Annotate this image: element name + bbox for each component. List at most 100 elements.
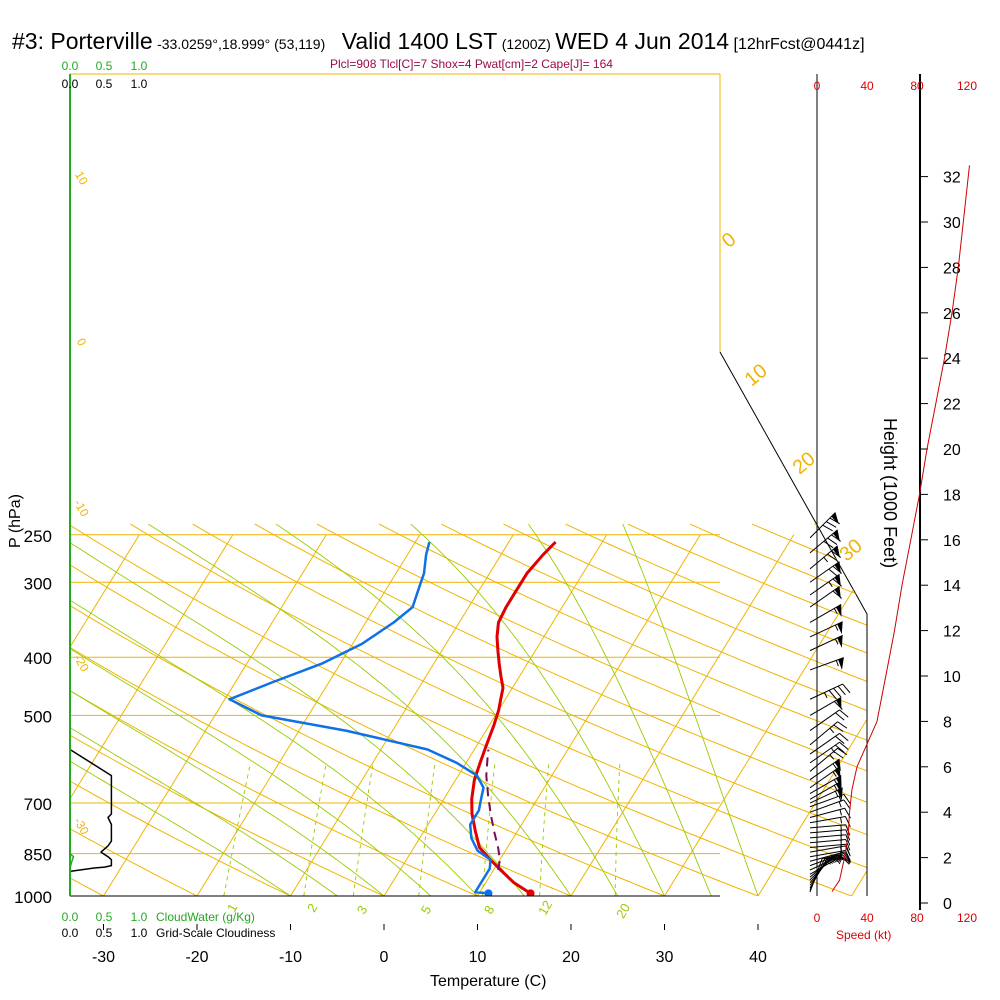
height-tick-6: 6: [943, 760, 952, 777]
wind-barb: [809, 696, 843, 716]
wind-barb-feather: [822, 524, 833, 532]
wind-barb-shaft: [809, 849, 846, 858]
wind-barb-half-feather: [838, 801, 842, 808]
pressure-tick-400: 400: [24, 649, 52, 668]
wind-barb-half-feather: [840, 817, 843, 824]
wind-barb-shaft: [809, 747, 838, 772]
wind-barb-feather: [831, 534, 842, 542]
wind-barb-half-feather: [834, 638, 839, 645]
x-tick--10: -10: [279, 949, 302, 966]
wind-barb-shaft: [809, 758, 840, 781]
cloud-water-tick-bottom-2: 1.0: [131, 910, 148, 924]
dry-adiabat-180: [877, 524, 1000, 909]
height-tick-4: 4: [943, 805, 952, 822]
speed-axis-label: Speed (kt): [836, 928, 891, 942]
speed-clip-group: [831, 165, 970, 892]
dry-adiabat-label-5: 0: [718, 228, 741, 252]
valid-time: Valid 1400 LST: [341, 28, 498, 54]
wind-barb-shaft: [809, 843, 846, 848]
wind-barb-feather: [835, 744, 845, 753]
mixing-ratio-label-8: 8: [481, 903, 498, 917]
moist-adiabat-15: [70, 523, 525, 896]
wind-barb: [809, 799, 851, 813]
height-tick-0: 0: [943, 896, 952, 913]
speed-tick-bottom-80: 80: [910, 911, 924, 925]
wind-barb: [809, 545, 842, 570]
wind-barb: [809, 775, 842, 795]
parcel-line: [485, 749, 501, 871]
moist-adiabat-20: [148, 523, 572, 896]
wind-barb-pennant: [832, 529, 841, 543]
wind-barb-half-feather: [835, 660, 839, 667]
moist-adiabat-5: [70, 523, 432, 896]
wind-barb-feather: [839, 709, 849, 718]
dry-adiabat-label-6: 10: [741, 360, 772, 391]
wind-barb: [809, 766, 841, 789]
dry-adiabat-label-8: 30: [836, 535, 867, 566]
x-tick-0: 0: [380, 949, 389, 966]
dry-adiabat-50: [70, 523, 867, 896]
wind-barb: [809, 604, 842, 623]
wind-barb-shaft: [809, 561, 840, 583]
wind-barb-shaft: [809, 852, 844, 867]
dewpoint-line: [228, 541, 492, 895]
wind-barb-feather: [840, 855, 850, 865]
wind-barb: [809, 561, 843, 583]
dry-adiabat--20: [70, 523, 223, 896]
wind-barb-half-feather: [837, 856, 842, 863]
wind-barb-half-feather: [829, 727, 835, 734]
wind-barb-feather: [832, 565, 843, 574]
wind-barb-feather: [832, 578, 843, 587]
cloudiness-tick-bottom-1: 0.5: [96, 926, 113, 940]
mixing-ratio-label-12: 12: [535, 898, 555, 918]
wind-barb-pennant: [832, 545, 841, 559]
wind-barb: [809, 824, 851, 836]
mixing-ratio-20: [614, 762, 621, 896]
speed-tick-top-80: 80: [910, 79, 924, 93]
wind-barb: [809, 512, 840, 539]
cloud-layer: [69, 748, 113, 873]
wind-barb-shaft: [809, 854, 843, 871]
wind-barb-shaft: [809, 829, 846, 834]
wind-barb-feather: [835, 712, 845, 721]
height-tick-30: 30: [943, 215, 961, 232]
wind-barb-feather: [839, 741, 849, 750]
wind-barb: [809, 683, 851, 700]
moist-adiabat-25: [275, 523, 619, 896]
wind-barb-pennant: [834, 759, 841, 772]
cloud-water-tick-top-1: 0.5: [96, 59, 113, 73]
isotherm--50: [70, 534, 140, 896]
mixing-ratio-3: [352, 762, 374, 896]
isotherm--40: [70, 534, 234, 896]
wind-barb-feather: [845, 839, 851, 851]
wind-barb-feather: [833, 687, 842, 698]
wind-barb-shaft: [809, 851, 845, 862]
cloudiness-tick-bottom-0: 0.0: [62, 926, 79, 940]
temperature-surface-dot: [526, 889, 535, 896]
wind-barb-half-feather: [839, 853, 842, 860]
x-tick--20: -20: [185, 949, 208, 966]
wind-barb: [809, 732, 849, 755]
temperature-line: [470, 540, 557, 895]
wind-barb-half-feather: [834, 791, 839, 797]
wind-barb-half-feather: [824, 692, 828, 699]
pressure-tick-250: 250: [24, 527, 52, 546]
wind-barb-shaft: [809, 834, 846, 839]
wind-barb-half-feather: [840, 830, 842, 837]
wind-barb-half-feather: [823, 557, 829, 563]
moist-adiabat-0: [70, 523, 385, 896]
wind-barb-feather: [829, 517, 840, 525]
cloud-water-tick-top-2: 1.0: [131, 59, 148, 73]
height-tick-28: 28: [943, 260, 961, 277]
adiabat-layer: [70, 523, 1000, 909]
height-tick-12: 12: [943, 624, 961, 641]
isotherm-30: [664, 534, 867, 896]
dry-adiabat-label-0: 10: [72, 169, 91, 188]
wind-barb-feather: [828, 568, 838, 577]
zulu-time: (1200Z): [501, 36, 551, 52]
dry-adiabat-90: [316, 523, 867, 896]
wind-barb-half-feather: [829, 754, 835, 760]
dry-adiabat-label-1: 0: [74, 336, 90, 349]
wind-barb-half-feather: [828, 581, 833, 587]
x-tick-20: 20: [562, 949, 580, 966]
